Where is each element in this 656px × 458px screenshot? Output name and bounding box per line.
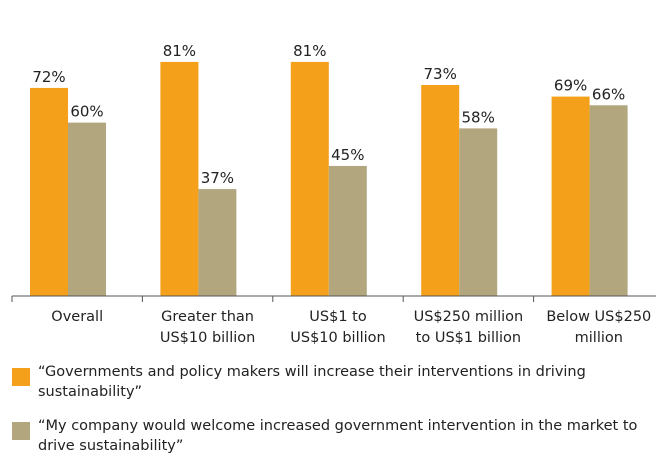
bar-series1-3 [290,61,329,296]
data-label-series2-3: 45% [331,146,364,164]
category-label-5-line1: Below US$250 [546,309,651,325]
category-label-5-line2: million [575,330,623,346]
legend-swatch-my-company [12,422,30,440]
bar-series2-1 [68,122,106,296]
data-label-series1-5: 69% [554,77,587,95]
bar-chart: 72% 60% Overall 81% 37% Greater than US$10 bil… [11,42,656,346]
legend-label-my-company: “My company would welcome increased gove… [38,418,638,454]
data-label-series1-4: 73% [424,65,457,83]
bar-series1-2 [160,61,199,296]
bar-series1-4 [421,85,460,296]
category-label-2-line2: US$10 billion [160,330,255,346]
category-label-2-line1: Greater than [161,309,254,325]
data-label-series1-3: 81% [293,42,326,60]
category-label-4-line2: to US$1 billion [416,330,521,346]
legend-entry-my-company: “My company would welcome increased gove… [12,416,642,458]
bar-series2-4 [459,128,498,296]
bar-series1-1 [30,87,68,296]
bar-series1-5 [551,96,590,296]
category-label-4-line1: US$250 million [414,309,524,325]
bar-series2-5 [589,105,628,296]
legend-label-governments: “Governments and policy makers will incr… [38,364,586,400]
data-label-series1-1: 72% [32,68,65,86]
category-label-1: Overall [51,309,103,325]
legend-swatch-governments [12,368,30,386]
bar-series2-3 [328,165,367,296]
data-label-series1-2: 81% [163,42,196,60]
bar-series2-2 [198,189,237,296]
data-label-series2-1: 60% [70,103,103,121]
data-label-series2-5: 66% [592,85,625,103]
data-label-series2-4: 58% [462,108,495,126]
data-label-series2-2: 37% [201,169,234,187]
category-label-3-line1: US$1 to [309,309,367,325]
category-label-3-line2: US$10 billion [290,330,385,346]
legend-entry-governments: “Governments and policy makers will incr… [12,362,642,404]
